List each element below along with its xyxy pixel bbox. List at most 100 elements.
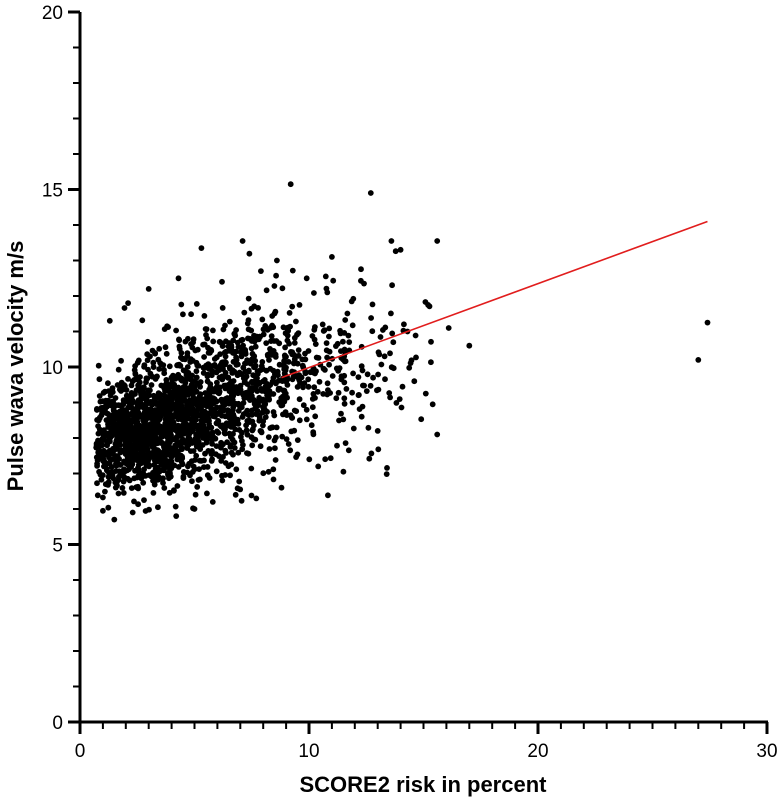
data-point	[103, 402, 109, 409]
data-point	[241, 309, 248, 316]
data-point	[245, 368, 252, 375]
y-axis-title: Pulse wava velocity m/s	[3, 241, 28, 492]
data-point	[378, 361, 385, 368]
data-point	[166, 475, 172, 482]
data-point	[168, 418, 175, 425]
data-point	[284, 382, 291, 388]
data-point	[142, 429, 149, 435]
data-point	[252, 357, 259, 364]
data-point	[192, 422, 199, 429]
data-point	[375, 386, 382, 393]
data-point	[390, 339, 397, 346]
data-point	[155, 429, 162, 435]
data-point	[389, 330, 396, 337]
data-point	[293, 408, 300, 415]
data-point	[270, 348, 277, 354]
data-point	[131, 377, 138, 383]
data-point	[174, 483, 181, 489]
data-point	[282, 344, 288, 351]
data-point	[122, 437, 129, 444]
data-point	[194, 484, 201, 490]
data-point	[272, 445, 278, 452]
data-point	[161, 466, 168, 472]
data-point	[249, 411, 255, 418]
data-point	[295, 330, 302, 336]
data-point	[274, 257, 280, 264]
data-point	[211, 362, 218, 368]
data-point	[230, 337, 237, 344]
data-point	[232, 389, 239, 396]
data-point	[425, 302, 431, 308]
data-point	[260, 378, 266, 385]
data-point	[174, 397, 181, 404]
data-point	[161, 441, 167, 448]
data-point	[99, 442, 105, 449]
data-point	[186, 435, 193, 442]
data-point	[269, 322, 275, 329]
data-point	[233, 400, 239, 407]
data-point	[222, 430, 229, 437]
data-point	[240, 400, 247, 406]
data-point	[299, 356, 306, 363]
data-point	[131, 498, 137, 505]
data-point	[296, 417, 303, 424]
data-point	[295, 352, 302, 359]
data-point	[262, 414, 269, 420]
data-point	[128, 397, 135, 404]
data-point	[240, 411, 247, 418]
data-point	[229, 369, 236, 376]
data-point	[235, 344, 242, 350]
data-point	[268, 338, 274, 344]
data-point	[141, 418, 148, 424]
data-point	[141, 497, 147, 503]
data-point	[316, 378, 323, 385]
data-point	[238, 497, 245, 504]
data-point	[163, 377, 170, 383]
data-point	[173, 327, 180, 334]
data-point	[155, 504, 161, 511]
data-point	[110, 445, 116, 452]
data-point	[146, 463, 152, 470]
data-point	[364, 371, 371, 378]
data-point	[210, 338, 217, 345]
data-point	[311, 384, 318, 391]
data-point	[273, 424, 280, 431]
data-point	[340, 416, 347, 423]
data-point	[144, 422, 151, 429]
data-point	[160, 480, 166, 486]
data-point	[105, 479, 112, 486]
data-point	[390, 365, 397, 372]
data-point	[185, 335, 191, 342]
data-point	[127, 437, 134, 443]
data-point	[161, 392, 168, 398]
data-point	[225, 463, 232, 470]
data-point	[295, 347, 302, 353]
data-point	[276, 361, 283, 368]
data-point	[154, 477, 161, 483]
data-point	[338, 410, 344, 417]
x-tick-label: 10	[298, 741, 319, 762]
data-point	[300, 384, 306, 391]
data-point	[141, 466, 148, 473]
data-point	[105, 421, 111, 428]
data-point	[341, 400, 348, 407]
data-point	[350, 370, 356, 377]
data-point	[124, 431, 130, 438]
data-point	[138, 413, 145, 420]
data-point	[312, 413, 319, 420]
data-point	[289, 267, 296, 274]
data-point	[184, 364, 191, 370]
data-point	[140, 479, 147, 486]
data-point	[233, 384, 240, 390]
data-point	[256, 414, 263, 421]
data-point	[190, 448, 197, 454]
data-point	[375, 371, 381, 378]
data-point	[341, 395, 348, 402]
data-point	[176, 346, 183, 352]
data-point	[121, 305, 128, 311]
data-point	[100, 389, 107, 396]
data-point	[231, 439, 238, 446]
data-point	[344, 310, 351, 317]
data-point	[249, 396, 256, 403]
